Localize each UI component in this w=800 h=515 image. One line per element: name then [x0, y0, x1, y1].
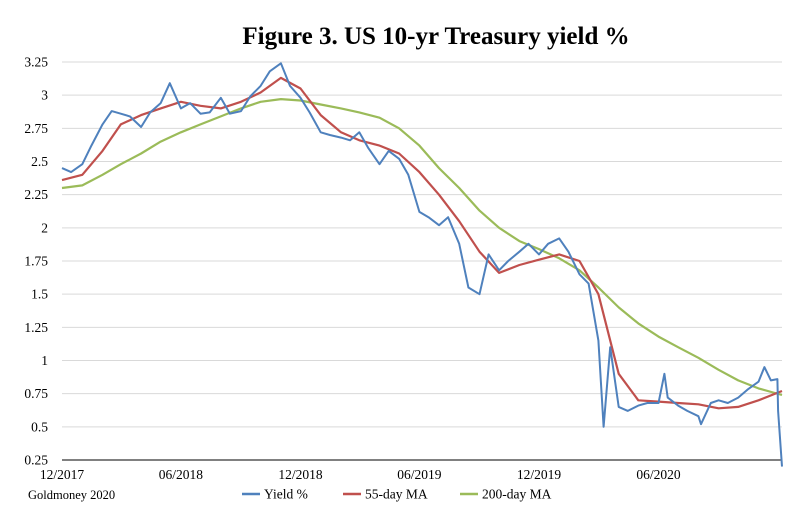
plot-area: [61, 62, 783, 467]
series-line-ma200: [61, 97, 783, 397]
gridlines: [62, 61, 782, 428]
series-line-yield: [61, 62, 783, 467]
source-note: Goldmoney 2020: [28, 488, 115, 502]
y-tick-label: 1.5: [31, 287, 48, 302]
y-tick-label: 1: [41, 353, 48, 368]
x-tick-label: 06/2018: [159, 467, 204, 482]
y-tick-label: 2.75: [24, 121, 48, 136]
y-tick-label: 0.25: [24, 453, 48, 468]
legend-label-ma55: 55-day MA: [365, 487, 428, 502]
y-tick-label: 0.5: [31, 419, 48, 434]
legend-label-yield: Yield %: [264, 487, 308, 502]
series-line-ma55: [61, 76, 783, 410]
x-tick-label: 12/2017: [40, 467, 85, 482]
chart-title: Figure 3. US 10-yr Treasury yield %: [242, 23, 629, 50]
x-tick-label: 06/2020: [636, 467, 681, 482]
y-tick-label: 3.25: [24, 55, 48, 70]
y-tick-label: 2.25: [24, 187, 48, 202]
y-tick-label: 2.5: [31, 154, 48, 169]
x-tick-label: 12/2018: [278, 467, 323, 482]
y-axis: 3.25 3 2.75 2.5 2.25 2 1.75 1.5 1.25 1 0.75 0.5 0.25: [24, 55, 48, 468]
y-tick-label: 0.75: [24, 386, 48, 401]
y-tick-label: 2: [41, 220, 48, 235]
y-tick-label: 1.75: [24, 254, 48, 269]
legend-label-ma200: 200-day MA: [482, 487, 552, 502]
x-tick-label: 12/2019: [517, 467, 562, 482]
legend: Yield % 55-day MA 200-day MA: [242, 487, 552, 502]
x-axis: 12/2017 06/2018 12/2018 06/2019 12/2019 06/20…: [40, 467, 681, 482]
y-tick-label: 1.25: [24, 320, 48, 335]
y-tick-label: 3: [41, 88, 48, 103]
x-tick-label: 06/2019: [397, 467, 442, 482]
